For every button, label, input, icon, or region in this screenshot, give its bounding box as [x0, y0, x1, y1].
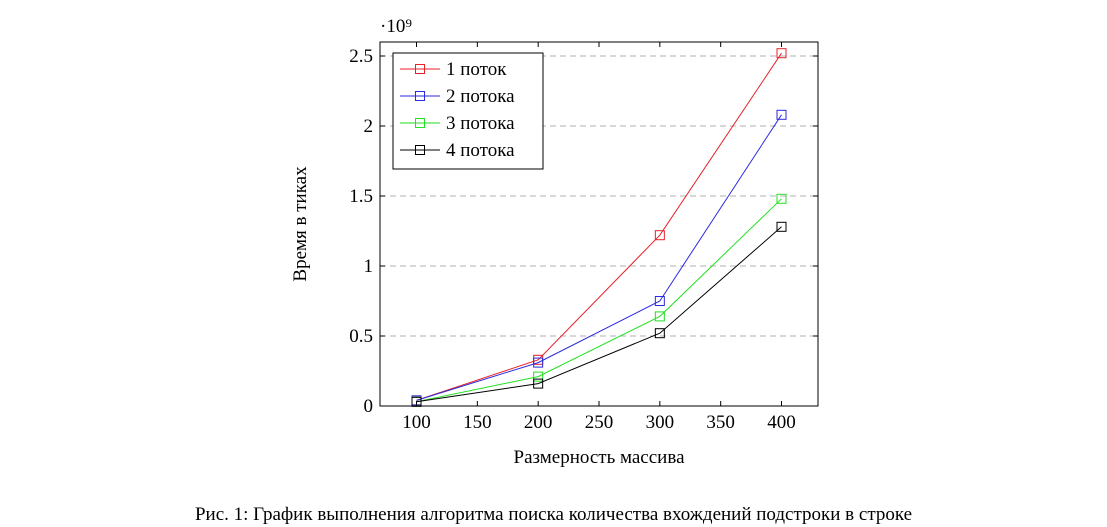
- data-point: [533, 357, 544, 368]
- y-tick-label: 2.5: [349, 46, 373, 67]
- figure-caption: Рис. 1: График выполнения алгоритма поис…: [194, 504, 913, 525]
- data-point: [654, 328, 665, 339]
- series-3: [411, 193, 787, 407]
- x-tick-label: 150: [463, 412, 492, 433]
- legend-marker: [415, 145, 425, 155]
- data-point: [654, 230, 665, 241]
- series-line: [416, 198, 782, 403]
- y-tick-label: 1: [364, 256, 374, 277]
- legend-label: 2 потока: [446, 86, 515, 107]
- series-line: [416, 52, 782, 401]
- x-tick-label: 200: [524, 412, 553, 433]
- legend-label: 4 потока: [446, 140, 515, 161]
- legend-label: 3 потока: [446, 113, 515, 134]
- data-point: [776, 48, 787, 59]
- y-tick-label: 1.5: [349, 186, 373, 207]
- data-point: [654, 296, 665, 306]
- x-tick-label: 400: [767, 412, 796, 433]
- y-tick-label: 2: [364, 116, 374, 137]
- x-tick-label: 350: [706, 412, 735, 433]
- y-tick-label: 0: [364, 396, 374, 417]
- line-chart: 0 0.5 1 1.5 2 2.5 100 150 200 250 300 350 400 ·10⁹ Р…: [290, 16, 819, 468]
- x-tick-label: 100: [402, 412, 431, 433]
- series-line: [416, 114, 782, 401]
- x-axis-label: Размерность массива: [514, 447, 686, 468]
- series-4: [411, 221, 787, 407]
- axis-ticks: 0 0.5 1 1.5 2 2.5 100 150 200 250 300 350 400: [349, 42, 818, 433]
- y-tick-label: 0.5: [349, 326, 373, 347]
- y-scale-label: ·10⁹: [380, 16, 412, 37]
- data-point: [776, 221, 787, 232]
- legend: 1 поток 2 потока 3 потока 4 потока: [392, 52, 544, 170]
- data-point: [776, 109, 787, 120]
- legend-marker: [415, 64, 425, 74]
- legend-label: 1 поток: [446, 59, 507, 80]
- legend-marker: [415, 91, 425, 101]
- series-lines: [411, 48, 787, 407]
- y-axis-label: Время в тиках: [290, 166, 311, 282]
- x-tick-label: 250: [585, 412, 614, 433]
- data-point: [533, 371, 544, 382]
- series-line: [416, 226, 782, 403]
- data-point: [654, 311, 665, 322]
- x-tick-label: 300: [646, 412, 675, 433]
- data-point: [776, 193, 787, 204]
- legend-marker: [415, 118, 425, 128]
- data-point: [533, 378, 544, 389]
